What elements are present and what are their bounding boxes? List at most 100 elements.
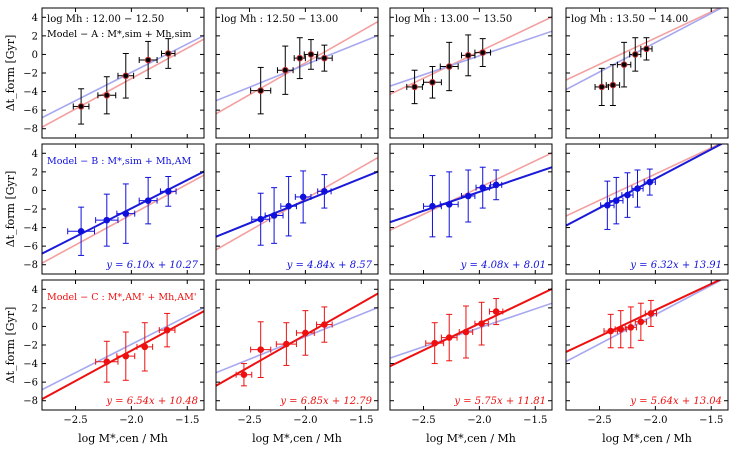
data-point bbox=[257, 87, 264, 94]
x-tick-label: −2.0 bbox=[119, 415, 143, 426]
data-point bbox=[270, 212, 278, 219]
fit-line bbox=[216, 292, 378, 387]
y-tick-label: −2 bbox=[23, 69, 38, 80]
data-point bbox=[631, 51, 639, 58]
reference-line-red bbox=[390, 152, 552, 231]
panel-1-3: y = 6.32x + 13.91 bbox=[565, 143, 729, 275]
panel-frame bbox=[565, 279, 729, 411]
data-point bbox=[296, 54, 304, 62]
y-tick-label: 2 bbox=[32, 167, 38, 178]
x-tick-label: −1.5 bbox=[175, 415, 199, 426]
data-point bbox=[321, 54, 328, 62]
x-axis-label: log M*,cen / Mh bbox=[426, 432, 516, 445]
panel-frame bbox=[215, 143, 379, 275]
panel-0-1: log Mh : 12.50 − 13.00 bbox=[215, 7, 379, 139]
y-tick-label: 4 bbox=[32, 13, 38, 24]
data-point bbox=[464, 192, 472, 200]
fit-line bbox=[566, 280, 722, 353]
x-tick-label: −1.5 bbox=[349, 415, 373, 426]
panel-frame bbox=[41, 7, 205, 139]
data-point bbox=[637, 318, 645, 326]
data-point bbox=[240, 371, 248, 379]
reference-line-blue bbox=[390, 302, 552, 359]
model-label: Model − C : M*,AM' + Mh,AM' bbox=[47, 292, 196, 303]
x-tick-label: −2.0 bbox=[467, 415, 491, 426]
data-point bbox=[103, 216, 111, 224]
y-tick-label: −4 bbox=[23, 359, 38, 370]
y-tick-label: −6 bbox=[23, 242, 38, 253]
y-tick-label: 2 bbox=[32, 303, 38, 314]
model-label: Model − B : M*,sim + Mh,AM bbox=[47, 156, 192, 167]
data-point bbox=[122, 72, 130, 80]
data-point bbox=[411, 83, 418, 91]
data-point bbox=[617, 325, 625, 333]
data-point bbox=[464, 52, 472, 59]
panel-2-0: −2.5 −2.0 −1.5 −8 −6 −4 −2 0 2 4 Model − C : M*,AM… bbox=[23, 279, 205, 426]
panel-1-2: y = 4.08x + 8.01 bbox=[389, 143, 553, 275]
panel-0-0: −8 −6 −4 −2 0 2 4 log Mh : 12.00 − 12.50 Model −… bbox=[23, 7, 205, 139]
data-point bbox=[620, 61, 628, 68]
data-point bbox=[431, 339, 438, 347]
reference-line-red bbox=[42, 174, 204, 264]
x-tick-label: −2.0 bbox=[643, 415, 667, 426]
x-axis-label: log M*,cen / Mh bbox=[78, 432, 168, 445]
reference-line-blue bbox=[42, 306, 204, 391]
panel-0-2: log Mh : 13.00 − 13.50 bbox=[389, 7, 553, 139]
y-tick-label: −2 bbox=[23, 205, 38, 216]
data-point bbox=[634, 185, 641, 192]
y-tick-label: −8 bbox=[23, 396, 38, 407]
data-point bbox=[609, 81, 617, 89]
panel-2-2: −2.5 −2.0 −1.5 y = 5.75x + 11.81 bbox=[389, 279, 553, 426]
reference-line-red bbox=[42, 38, 204, 128]
x-tick-label: −1.5 bbox=[699, 415, 723, 426]
y-tick-label: 0 bbox=[32, 50, 38, 61]
data-point bbox=[646, 178, 654, 186]
mass-bin-label: log Mh : 12.00 − 12.50 bbox=[47, 14, 164, 25]
data-point-group bbox=[295, 310, 315, 356]
data-point bbox=[479, 49, 487, 56]
x-axis-label: log M*,cen / Mh bbox=[252, 432, 342, 445]
reference-line-blue bbox=[390, 30, 552, 87]
panel-1-0: −8 −6 −4 −2 0 2 4 Model − B : M*,sim + Mh,AM y =… bbox=[23, 143, 205, 275]
data-point bbox=[478, 320, 485, 327]
data-point bbox=[429, 202, 436, 210]
fit-equation: y = 5.64x + 13.04 bbox=[629, 396, 722, 407]
data-point bbox=[164, 188, 172, 195]
data-point bbox=[492, 181, 500, 189]
data-point bbox=[163, 326, 171, 334]
panel-0-3: log Mh : 13.50 − 14.00 bbox=[565, 7, 729, 139]
mass-bin-label: log Mh : 13.50 − 14.00 bbox=[571, 14, 688, 25]
data-point bbox=[302, 329, 309, 337]
x-tick-label: −2.5 bbox=[63, 415, 87, 426]
data-point bbox=[144, 56, 152, 64]
y-tick-label: 0 bbox=[32, 322, 38, 333]
x-tick-label: −1.5 bbox=[523, 415, 547, 426]
reference-line-red bbox=[566, 144, 722, 217]
x-tick-label: −2.5 bbox=[587, 415, 611, 426]
y-tick-label: −8 bbox=[23, 260, 38, 271]
fit-line bbox=[390, 287, 552, 368]
data-point bbox=[627, 324, 635, 331]
panel-frame bbox=[565, 7, 729, 139]
y-axis-label: Δt_form [Gyr] bbox=[4, 171, 17, 248]
data-point bbox=[281, 66, 289, 74]
fit-equation: y = 6.10x + 10.27 bbox=[105, 260, 198, 271]
data-point bbox=[103, 358, 111, 366]
data-point bbox=[624, 191, 631, 199]
data-point bbox=[299, 193, 307, 201]
panel-frame bbox=[215, 7, 379, 139]
y-tick-label: 0 bbox=[32, 186, 38, 197]
panel-2-1: −2.5 −2.0 −1.5 y = 6.85x + 12.79 bbox=[215, 279, 379, 426]
panel-2-3: −2.5 −2.0 −1.5 y = 5.64x + 13.04 bbox=[565, 279, 729, 426]
data-point bbox=[283, 340, 290, 348]
panel-frame bbox=[565, 143, 729, 275]
y-tick-label: −6 bbox=[23, 378, 38, 389]
mass-bin-label: log Mh : 13.00 − 13.50 bbox=[395, 14, 512, 25]
y-tick-label: −8 bbox=[23, 124, 38, 135]
data-point bbox=[257, 346, 264, 353]
data-point bbox=[598, 83, 606, 91]
fit-equation: y = 4.08x + 8.01 bbox=[460, 260, 546, 271]
y-tick-label: −2 bbox=[23, 341, 38, 352]
data-point bbox=[103, 91, 111, 99]
